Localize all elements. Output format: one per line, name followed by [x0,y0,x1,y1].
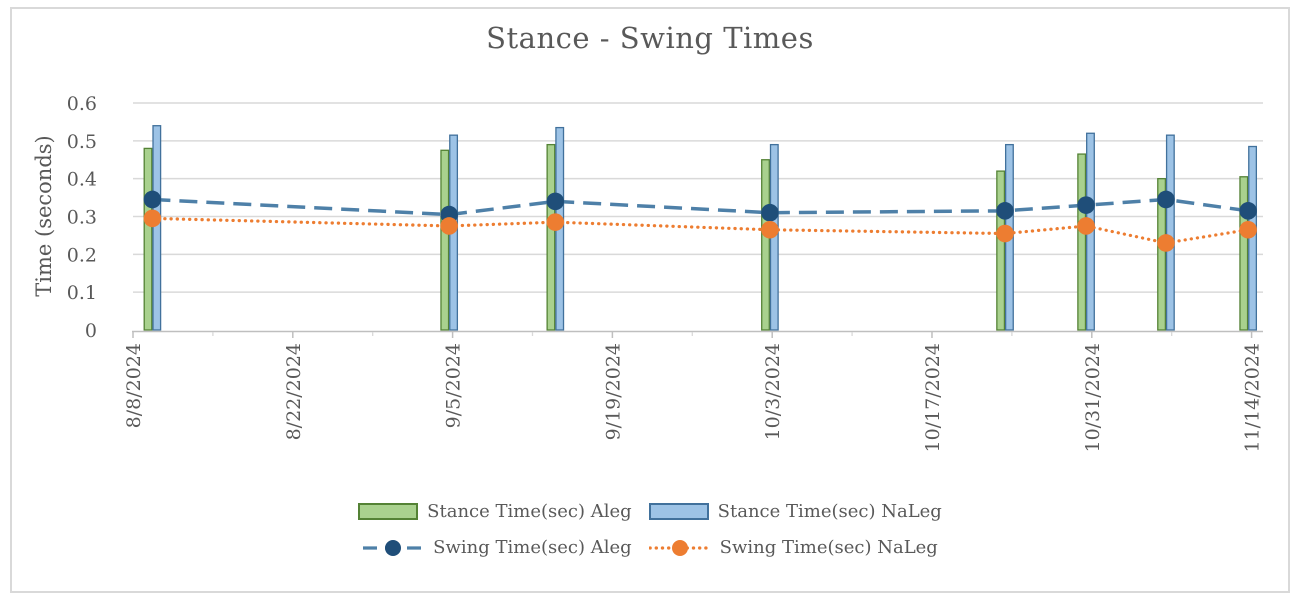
x-tick-label: 10/31/2024 [1082,343,1104,453]
marker-swing-aleg[interactable] [1239,202,1257,220]
y-tick-label: 0.5 [67,131,97,153]
legend-swatch-stance-naleg-icon [648,503,709,520]
marker-swing-naleg[interactable] [1157,234,1175,252]
bar-stance-aleg[interactable] [143,147,153,331]
y-tick-label: 0.3 [67,207,97,229]
marker-swing-naleg[interactable] [996,224,1014,243]
chart-frame [10,7,1290,593]
bar-stance-aleg[interactable] [996,170,1006,331]
bar-stance-aleg[interactable] [546,143,556,331]
x-tick-label: 10/3/2024 [762,343,784,440]
marker-swing-naleg[interactable] [143,209,162,228]
marker-swing-aleg[interactable] [1077,196,1095,214]
x-tick-label: 8/22/2024 [283,343,305,440]
legend-swatch-stance-aleg-icon [358,503,419,520]
marker-swing-naleg[interactable] [440,217,458,235]
marker-swing-aleg[interactable] [761,203,779,222]
marker-swing-naleg[interactable] [546,213,565,231]
y-tick-label: 0.4 [67,169,97,191]
bar-stance-aleg[interactable] [761,159,770,331]
legend: Stance Time(sec) Aleg Stance Time(sec) N… [0,501,1300,558]
y-tick-label: 0.6 [67,93,97,115]
y-tick-label: 0.1 [67,282,97,304]
legend-sample-marker [671,539,688,556]
legend-label-swing-aleg: Swing Time(sec) Aleg [433,537,632,558]
marker-swing-aleg[interactable] [546,192,565,211]
legend-label-stance-naleg: Stance Time(sec) NaLeg [717,501,942,522]
legend-item-swing-time-naleg[interactable]: Swing Time(sec) NaLeg [648,537,938,558]
marker-swing-aleg[interactable] [1157,190,1175,209]
x-tick-label: 9/5/2024 [443,343,465,428]
bar-stance-aleg[interactable] [440,149,450,331]
x-tick-label: 9/19/2024 [602,343,624,440]
bar-stance-aleg[interactable] [1077,153,1087,331]
legend-item-stance-time-aleg[interactable]: Stance Time(sec) Aleg [358,501,632,522]
x-tick-label: 10/17/2024 [922,343,944,453]
legend-item-stance-time-naleg[interactable]: Stance Time(sec) NaLeg [648,501,942,522]
bar-stance-aleg[interactable] [1157,178,1167,331]
legend-line-sample-swing-aleg-icon [363,539,424,556]
x-tick-label: 11/14/2024 [1242,343,1264,453]
legend-label-swing-naleg: Swing Time(sec) NaLeg [719,537,938,558]
marker-swing-aleg[interactable] [996,202,1014,220]
x-tick-label: 8/8/2024 [123,343,145,428]
line-swing-aleg[interactable] [152,197,1249,217]
marker-swing-naleg[interactable] [761,220,779,239]
legend-label-stance-aleg: Stance Time(sec) Aleg [427,501,632,522]
legend-line-sample-swing-naleg-icon [648,539,711,556]
chart-title[interactable]: Stance - Swing Times [486,21,814,55]
legend-row-lines: Swing Time(sec) Aleg Swing Time(sec) NaL… [362,537,938,558]
bar-stance-naleg[interactable] [152,125,162,331]
y-tick-label: 0 [85,320,97,342]
marker-swing-naleg[interactable] [1077,217,1095,235]
legend-row-bars: Stance Time(sec) Aleg Stance Time(sec) N… [358,501,942,522]
marker-swing-naleg[interactable] [1239,220,1257,239]
marker-swing-aleg[interactable] [143,190,162,209]
bar-stance-naleg[interactable] [1165,134,1175,331]
legend-sample-marker [385,539,402,556]
legend-item-swing-time-aleg[interactable]: Swing Time(sec) Aleg [362,537,632,558]
bar-stance-aleg[interactable] [1239,176,1249,331]
y-tick-label: 0.2 [67,244,97,266]
